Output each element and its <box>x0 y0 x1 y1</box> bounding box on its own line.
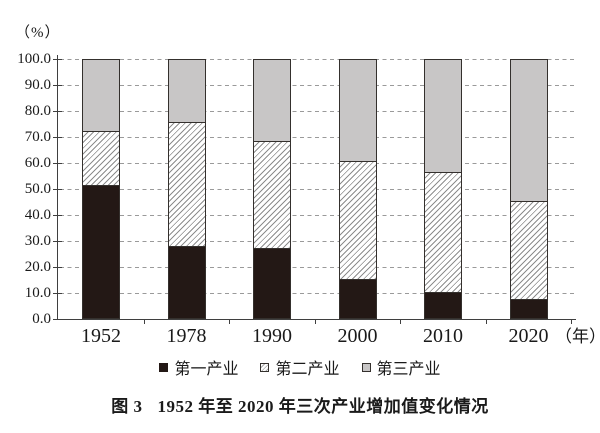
y-tick-label: 60.0 <box>24 155 51 171</box>
x-axis-unit-label: （年） <box>555 327 600 346</box>
bar-segment-2020-series-2 <box>510 200 547 299</box>
y-axis-tick <box>53 163 62 164</box>
y-tick-label: 30.0 <box>24 233 51 249</box>
y-axis-tick <box>53 137 62 138</box>
bar-segment-2000-series-3 <box>339 60 376 161</box>
y-axis-tick <box>53 241 62 242</box>
gridline <box>60 189 575 190</box>
y-tick-label: 80.0 <box>24 103 51 119</box>
y-axis-unit-label: （%） <box>15 25 61 41</box>
x-axis-tick <box>229 319 230 324</box>
bar-segment-2000-series-1 <box>339 279 376 318</box>
gridline <box>60 85 575 86</box>
x-tick-label: 1990 <box>252 325 292 347</box>
bar-segment-2020-series-3 <box>510 60 547 201</box>
y-tick-label: 100.0 <box>17 51 51 67</box>
x-tick-label: 2020 <box>508 325 549 347</box>
x-axis-tick <box>400 319 401 324</box>
y-axis-tick <box>53 59 62 60</box>
y-tick-label: 0.0 <box>32 311 51 327</box>
legend-label: 第三产业 <box>376 361 441 378</box>
x-axis-tick <box>571 319 572 324</box>
y-axis-line-cap <box>57 55 58 59</box>
x-axis-tick <box>314 319 316 324</box>
plot-area: （年） 100.0 90.0 80.0 70.0 60.0 50.0 40.0 30.0 20.… <box>17 52 600 347</box>
y-axis-tick <box>53 293 62 294</box>
x-tick-label: 1978 <box>166 325 207 347</box>
figure-number: 图 3 <box>111 397 143 416</box>
bar-2010 <box>424 59 462 319</box>
gridline <box>60 111 575 112</box>
legend-swatch-solid-gray-icon <box>361 362 371 372</box>
gridline <box>60 215 575 216</box>
bar-1952 <box>82 59 120 319</box>
legend-swatch-hatched-icon <box>260 362 270 372</box>
x-tick-label: 2010 <box>423 325 463 347</box>
figure-title: 1952 年至 2020 年三次产业增加值变化情况 <box>157 397 489 416</box>
bar-1990 <box>253 59 291 319</box>
bar-2000 <box>338 59 377 319</box>
y-axis-tick <box>53 319 62 320</box>
y-axis-tick <box>53 85 62 86</box>
bar-segment-2010-series-2 <box>425 172 461 293</box>
legend: 第一产业 第二产业 第三产业 <box>0 355 600 379</box>
gridline <box>60 59 575 60</box>
bar-segment-2010-series-1 <box>425 292 461 318</box>
y-axis-tick <box>53 111 62 112</box>
legend-item-tertiary-industry: 第三产业 <box>361 355 441 379</box>
gridline <box>60 137 575 138</box>
bar-segment-2000-series-2 <box>339 160 376 280</box>
bar-segment-1952-series-3 <box>83 60 119 131</box>
x-axis-tick <box>485 319 487 324</box>
y-tick-label: 10.0 <box>24 285 51 301</box>
bar-segment-2020-series-1 <box>510 298 547 318</box>
legend-label: 第一产业 <box>174 361 239 378</box>
bar-segment-1978-series-2 <box>168 121 205 246</box>
legend-label: 第二产业 <box>275 361 340 378</box>
y-tick-label: 70.0 <box>24 129 51 145</box>
legend-swatch-solid-black-icon <box>159 362 169 372</box>
bar-segment-1978-series-1 <box>168 245 205 318</box>
bar-segment-1990-series-2 <box>254 141 290 249</box>
legend-item-secondary-industry: 第二产业 <box>260 355 340 379</box>
y-tick-label: 90.0 <box>24 77 51 93</box>
y-tick-label: 20.0 <box>24 259 51 275</box>
y-axis-tick <box>53 267 62 268</box>
bar-segment-1990-series-1 <box>254 248 290 318</box>
gridline <box>60 293 575 294</box>
bar-segment-2010-series-3 <box>425 60 461 173</box>
y-axis-tick <box>53 215 62 216</box>
x-tick-label: 1952 <box>81 325 121 347</box>
bar-segment-1990-series-3 <box>254 60 290 142</box>
bar-segment-1952-series-1 <box>83 185 119 318</box>
x-tick-label: 2000 <box>337 325 378 347</box>
bar-segment-1952-series-2 <box>83 130 119 186</box>
bar-2020 <box>509 59 548 319</box>
legend-item-primary-industry: 第一产业 <box>159 355 238 379</box>
figure-caption: 图 3 1952 年至 2020 年三次产业增加值变化情况 <box>0 392 600 417</box>
x-axis-tick <box>143 319 145 324</box>
gridline <box>60 241 575 242</box>
y-tick-label: 50.0 <box>24 181 51 197</box>
bar-1978 <box>167 59 206 319</box>
gridline <box>60 163 575 164</box>
y-tick-label: 40.0 <box>24 207 51 223</box>
y-axis-tick <box>53 189 62 190</box>
gridline <box>60 267 575 268</box>
bar-segment-1978-series-3 <box>168 60 205 122</box>
